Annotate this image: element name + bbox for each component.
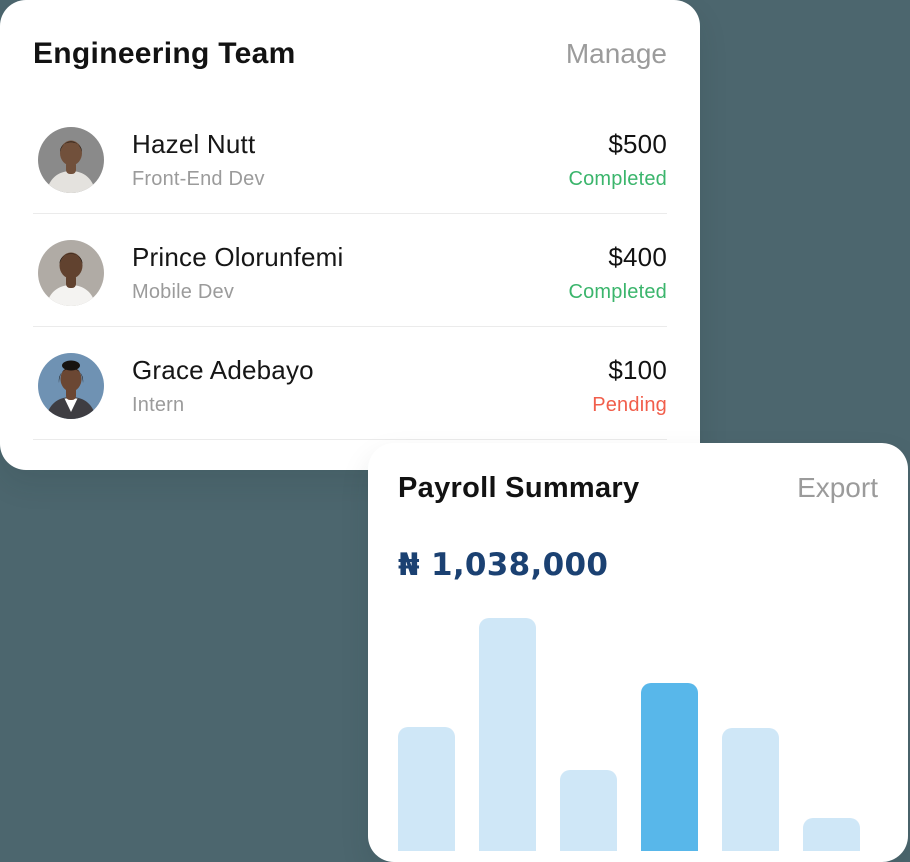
engineering-team-card: Engineering Team Manage Hazel Nutt Front…: [0, 0, 700, 470]
team-member-list: Hazel Nutt Front-End Dev $500 Completed …: [33, 101, 667, 440]
member-role: Intern: [132, 394, 185, 416]
member-name: Prince Olorunfemi: [132, 242, 344, 272]
member-info: Prince Olorunfemi Mobile Dev: [132, 241, 568, 305]
member-pay: $400 Completed: [568, 241, 667, 305]
bar-3: [560, 770, 617, 851]
member-pay: $100 Pending: [592, 354, 667, 418]
payroll-bar-chart: [398, 616, 860, 851]
member-pay: $500 Completed: [568, 128, 667, 192]
member-amount: $500: [608, 129, 667, 159]
manage-button[interactable]: Manage: [565, 38, 667, 69]
bar-6: [803, 818, 860, 851]
bar-2: [479, 618, 536, 851]
team-card-header: Engineering Team Manage: [33, 0, 667, 72]
member-info: Hazel Nutt Front-End Dev: [132, 128, 568, 192]
member-role: Front-End Dev: [132, 168, 265, 190]
status-badge: Pending: [592, 394, 667, 416]
export-button[interactable]: Export: [797, 472, 878, 503]
member-role: Mobile Dev: [132, 281, 235, 303]
payroll-card-header: Payroll Summary Export: [398, 443, 878, 505]
status-badge: Completed: [568, 168, 667, 190]
member-name: Grace Adebayo: [132, 355, 314, 385]
avatar: [38, 127, 104, 193]
member-name: Hazel Nutt: [132, 129, 256, 159]
status-badge: Completed: [568, 281, 667, 303]
payroll-total-amount: ₦ 1,038,000: [398, 547, 609, 583]
bar-4: [641, 683, 698, 851]
avatar: [38, 240, 104, 306]
member-amount: $100: [608, 355, 667, 385]
payroll-summary-card: Payroll Summary Export ₦ 1,038,000: [368, 443, 908, 862]
bar-5: [722, 728, 779, 851]
member-info: Grace Adebayo Intern: [132, 354, 592, 418]
table-row: Grace Adebayo Intern $100 Pending: [33, 327, 667, 440]
member-amount: $400: [608, 242, 667, 272]
team-card-title: Engineering Team: [33, 37, 296, 70]
table-row: Hazel Nutt Front-End Dev $500 Completed: [33, 101, 667, 214]
table-row: Prince Olorunfemi Mobile Dev $400 Comple…: [33, 214, 667, 327]
payroll-card-title: Payroll Summary: [398, 472, 640, 504]
avatar: [38, 353, 104, 419]
bar-1: [398, 727, 455, 851]
